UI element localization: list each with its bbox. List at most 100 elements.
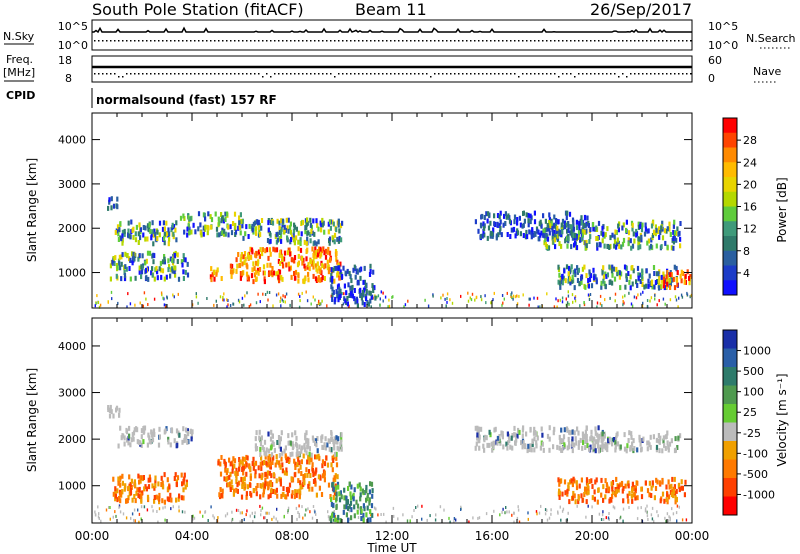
echo-cell [670,483,673,489]
echo-cell [277,270,280,276]
noise-cell [305,290,307,294]
nsearch-dot [266,40,268,42]
echo-cell [558,272,561,278]
noise-cell [243,518,245,522]
echo-cell [658,448,661,454]
echo-cell [115,273,118,279]
nave-dot [186,73,188,75]
nave-dot [154,73,156,75]
echo-cell [120,254,123,260]
echo-cell [289,225,292,231]
echo-cell [502,444,505,450]
echo-cell [128,433,131,439]
echo-cell [679,273,682,279]
nave-dot [94,73,96,75]
noise-cell [265,511,267,515]
echo-cell [639,441,642,447]
echo-cell [254,460,258,466]
noise-cell [647,518,649,521]
noise-cell [301,505,303,509]
echo-cell [254,473,257,479]
echo-cell [332,458,335,463]
nsearch-dot [146,40,148,42]
echo-cell [540,426,543,432]
echo-cell [260,225,263,231]
echo-cell [617,487,620,493]
echo-cell [640,237,643,243]
echo-cell [614,444,617,450]
echo-cell [275,271,278,277]
echo-cell [333,436,336,442]
echo-cell [118,260,121,266]
echo-cell [148,250,152,256]
echo-cell [551,227,554,233]
echo-cell [260,466,263,471]
echo-cell [292,232,295,238]
noise-cell [140,505,143,509]
echo-cell [496,440,499,446]
noise-cell [467,291,469,295]
echo-cell [583,240,586,245]
echo-cell [262,492,265,498]
noise-cell [126,305,128,309]
nave-dot [366,73,368,75]
echo-cell [489,230,492,236]
echo-cell [332,454,335,460]
echo-cell [236,482,239,488]
echo-cell [373,285,376,291]
noise-cell [576,504,578,508]
echo-cell [576,426,579,432]
echo-cell [571,448,574,454]
echo-cell [335,451,338,457]
echo-cell [139,440,142,446]
noise-cell [561,300,564,304]
noise-cell [587,293,590,297]
nsearch-dot [110,40,112,42]
noise-cell [143,505,146,509]
echo-cell [646,488,650,494]
echo-cell [663,228,666,234]
echo-cell [597,425,600,431]
echo-cell [275,487,278,493]
nave-dot [462,73,464,75]
echo-cell [299,484,302,490]
nave-dot [358,73,360,75]
echo-cell [639,438,642,444]
echo-cell [339,288,342,294]
echo-cell [294,461,297,467]
echo-cell [365,283,368,289]
echo-cell [321,434,324,440]
nsearch-dot [486,40,488,42]
echo-cell [297,456,300,462]
echo-cell [572,476,575,482]
noise-cell [392,506,395,510]
echo-cell [533,426,536,432]
colorbar-tick-label: 4 [743,267,750,280]
echo-cell [280,253,283,259]
echo-cell [152,428,156,434]
echo-cell [333,451,337,457]
echo-cell [507,440,510,446]
noise-cell [192,514,194,518]
echo-cell [174,227,177,233]
noise-cell [613,506,616,510]
echo-cell [526,234,529,240]
colorbar-tick-label: 1000 [743,345,771,358]
noise-cell [134,303,136,307]
echo-cell [578,483,581,489]
nave-dot [174,73,176,75]
echo-cell [314,454,317,460]
nsearch-dot [658,40,660,42]
echo-cell [112,203,116,209]
echo-cell [248,223,251,229]
noise-cell [251,511,253,515]
echo-cell [625,448,628,454]
echo-cell [615,241,618,247]
nsearch-dot [314,40,316,42]
echo-cell [615,266,618,272]
power-colorbar-swatches [723,118,737,296]
noise-cell [646,504,648,508]
echo-cell [229,481,232,487]
echo-cell [175,481,178,487]
